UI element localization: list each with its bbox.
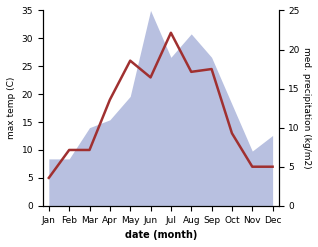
Y-axis label: med. precipitation (kg/m2): med. precipitation (kg/m2) <box>302 47 311 169</box>
Y-axis label: max temp (C): max temp (C) <box>7 77 16 139</box>
X-axis label: date (month): date (month) <box>125 230 197 240</box>
